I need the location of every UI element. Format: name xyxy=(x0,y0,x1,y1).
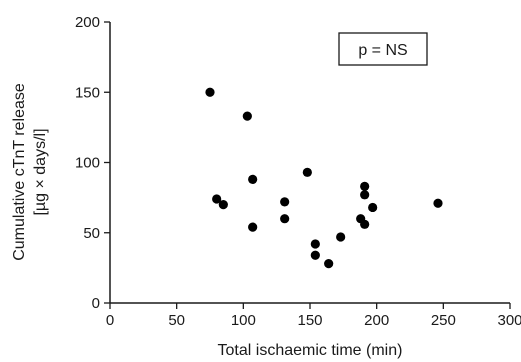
data-point xyxy=(212,194,222,204)
x-tick-label: 300 xyxy=(497,312,521,329)
y-tick-label: 0 xyxy=(92,295,100,312)
data-point xyxy=(360,181,370,191)
data-point xyxy=(310,239,320,249)
x-tick-label: 200 xyxy=(364,312,389,329)
data-point xyxy=(302,167,312,177)
data-point xyxy=(280,214,290,224)
data-point xyxy=(360,190,370,200)
data-points xyxy=(205,87,443,269)
annotation-text: p = NS xyxy=(358,42,407,59)
data-point xyxy=(205,87,215,97)
data-point xyxy=(248,222,258,232)
x-tick-label: 0 xyxy=(106,312,114,329)
data-point xyxy=(242,111,252,121)
annotation-box xyxy=(338,32,428,66)
y-tick-label: 50 xyxy=(83,225,100,242)
data-point xyxy=(433,198,443,208)
x-tick-label: 250 xyxy=(431,312,456,329)
data-point xyxy=(310,250,320,260)
x-tick-label: 150 xyxy=(297,312,322,329)
axis-ticks: 0 50 100 150 200 250 300 0 50 100 150 200 xyxy=(75,14,521,329)
y-tick-label: 100 xyxy=(75,155,100,172)
x-tick-label: 50 xyxy=(168,312,185,329)
data-point xyxy=(324,259,334,269)
y-axis-title-line-2: [µg × days/l] xyxy=(32,128,49,215)
data-point xyxy=(218,200,228,210)
x-axis-title: Total ischaemic time (min) xyxy=(218,342,403,359)
y-tick-label: 150 xyxy=(75,84,100,101)
x-tick-label: 100 xyxy=(231,312,256,329)
data-point xyxy=(248,174,258,184)
data-point xyxy=(336,232,346,242)
data-point xyxy=(280,197,290,207)
y-tick-label: 200 xyxy=(75,14,100,31)
data-point xyxy=(368,202,378,213)
data-point xyxy=(360,219,370,229)
y-axis-title-line-1: Cumulative cTnT release xyxy=(11,83,28,261)
